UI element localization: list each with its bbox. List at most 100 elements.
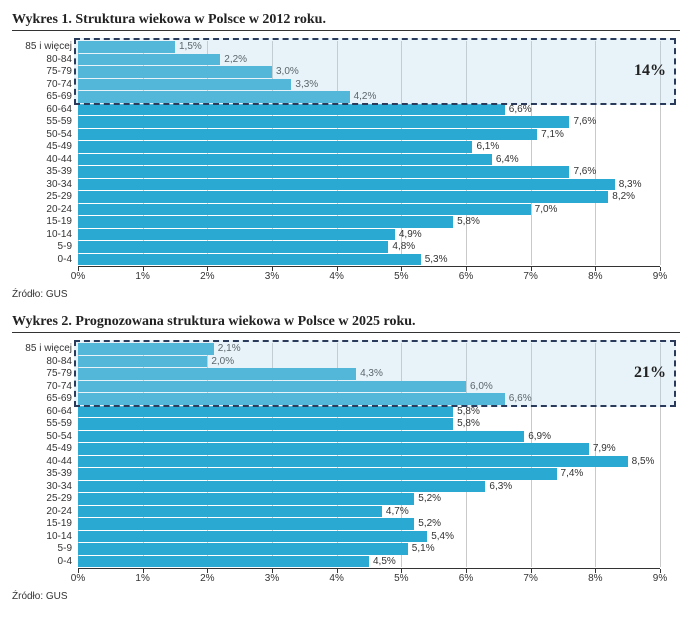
chart-area: 85 i więcej2,1%80-842,0%75-794,3%70-746,…: [78, 343, 660, 587]
x-tick-label: 3%: [265, 271, 279, 282]
bar-row: 15-195,8%: [78, 216, 660, 228]
value-label: 1,5%: [179, 41, 202, 53]
category-label: 25-29: [46, 493, 78, 505]
category-label: 60-64: [46, 406, 78, 418]
category-label: 75-79: [46, 368, 78, 380]
category-label: 55-59: [46, 116, 78, 128]
x-tick-label: 2%: [200, 271, 214, 282]
bar: [78, 468, 557, 480]
chart-title: Wykres 1. Struktura wiekowa w Polsce w 2…: [12, 12, 680, 31]
bar-row: 60-645,8%: [78, 406, 660, 418]
value-label: 7,1%: [541, 129, 564, 141]
value-label: 6,9%: [528, 431, 551, 443]
bar: [78, 66, 272, 78]
bar: [78, 368, 356, 380]
x-tick-label: 6%: [459, 573, 473, 584]
bar: [78, 393, 505, 405]
bar-row: 35-397,6%: [78, 166, 660, 178]
bar-row: 20-244,7%: [78, 506, 660, 518]
x-tick-label: 8%: [588, 271, 602, 282]
category-label: 35-39: [46, 166, 78, 178]
category-label: 30-34: [46, 481, 78, 493]
value-label: 5,2%: [418, 518, 441, 530]
value-label: 6,1%: [476, 141, 499, 153]
bar-row: 35-397,4%: [78, 468, 660, 480]
chart: Wykres 1. Struktura wiekowa w Polsce w 2…: [12, 12, 680, 300]
value-label: 6,0%: [470, 381, 493, 393]
chart-area: 85 i więcej1,5%80-842,2%75-793,0%70-743,…: [78, 41, 660, 285]
bar-row: 25-295,2%: [78, 493, 660, 505]
bar: [78, 141, 472, 153]
x-axis: 0%1%2%3%4%5%6%7%8%9%: [78, 266, 660, 285]
category-label: 0-4: [58, 254, 78, 266]
plot-area: 85 i więcej2,1%80-842,0%75-794,3%70-746,…: [78, 343, 660, 567]
bar-row: 20-247,0%: [78, 204, 660, 216]
value-label: 7,6%: [573, 116, 596, 128]
bar: [78, 154, 492, 166]
bar: [78, 241, 388, 253]
bar: [78, 91, 350, 103]
x-tick-label: 4%: [329, 271, 343, 282]
category-label: 85 i więcej: [25, 41, 78, 53]
bar: [78, 204, 531, 216]
category-label: 65-69: [46, 91, 78, 103]
value-label: 7,0%: [535, 204, 558, 216]
bar-row: 55-597,6%: [78, 116, 660, 128]
gridline: [660, 343, 661, 567]
x-tick-label: 1%: [135, 573, 149, 584]
category-label: 20-24: [46, 506, 78, 518]
bar: [78, 431, 524, 443]
bar: [78, 179, 615, 191]
bar-row: 45-496,1%: [78, 141, 660, 153]
bar: [78, 79, 291, 91]
bar-row: 75-793,0%: [78, 66, 660, 78]
category-label: 85 i więcej: [25, 343, 78, 355]
value-label: 4,3%: [360, 368, 383, 380]
value-label: 5,1%: [412, 543, 435, 555]
bar: [78, 556, 369, 568]
value-label: 4,8%: [392, 241, 415, 253]
chart: Wykres 2. Prognozowana struktura wiekowa…: [12, 314, 680, 602]
bar: [78, 343, 214, 355]
bar: [78, 443, 589, 455]
value-label: 4,9%: [399, 229, 422, 241]
category-label: 80-84: [46, 356, 78, 368]
category-label: 5-9: [58, 241, 78, 253]
value-label: 6,6%: [509, 104, 532, 116]
bar: [78, 381, 466, 393]
category-label: 50-54: [46, 129, 78, 141]
bar-row: 60-646,6%: [78, 104, 660, 116]
category-label: 5-9: [58, 543, 78, 555]
bar-row: 5-94,8%: [78, 241, 660, 253]
bar-row: 80-842,2%: [78, 54, 660, 66]
value-label: 6,3%: [489, 481, 512, 493]
category-label: 65-69: [46, 393, 78, 405]
x-tick-label: 6%: [459, 271, 473, 282]
bar-row: 5-95,1%: [78, 543, 660, 555]
source-label: Źródło: GUS: [12, 591, 680, 602]
bar-row: 15-195,2%: [78, 518, 660, 530]
bar: [78, 191, 608, 203]
bar: [78, 41, 175, 53]
bar-row: 30-348,3%: [78, 179, 660, 191]
value-label: 5,4%: [431, 531, 454, 543]
bar-row: 50-547,1%: [78, 129, 660, 141]
bar-row: 40-446,4%: [78, 154, 660, 166]
bar-row: 10-145,4%: [78, 531, 660, 543]
value-label: 8,5%: [632, 456, 655, 468]
bar: [78, 54, 220, 66]
bar: [78, 166, 569, 178]
bar-row: 70-743,3%: [78, 79, 660, 91]
value-label: 5,3%: [425, 254, 448, 266]
bar-row: 75-794,3%: [78, 368, 660, 380]
category-label: 60-64: [46, 104, 78, 116]
bar: [78, 129, 537, 141]
bar-row: 30-346,3%: [78, 481, 660, 493]
plot-area: 85 i więcej1,5%80-842,2%75-793,0%70-743,…: [78, 41, 660, 265]
bar: [78, 216, 453, 228]
page-root: Wykres 1. Struktura wiekowa w Polsce w 2…: [12, 12, 680, 602]
value-label: 5,8%: [457, 418, 480, 430]
bar: [78, 531, 427, 543]
category-label: 80-84: [46, 54, 78, 66]
value-label: 2,2%: [224, 54, 247, 66]
